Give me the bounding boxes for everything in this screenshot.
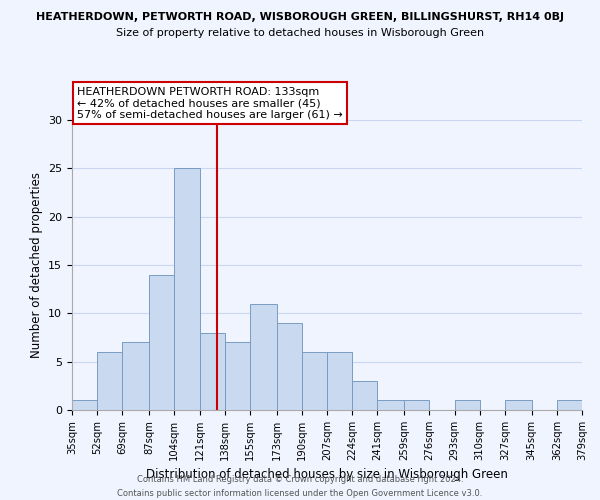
Bar bbox=[327, 352, 352, 410]
Bar bbox=[122, 342, 149, 410]
Bar bbox=[199, 332, 225, 410]
Bar bbox=[377, 400, 404, 410]
Bar bbox=[225, 342, 250, 410]
Bar bbox=[149, 274, 174, 410]
Bar bbox=[72, 400, 97, 410]
Text: Size of property relative to detached houses in Wisborough Green: Size of property relative to detached ho… bbox=[116, 28, 484, 38]
Text: HEATHERDOWN, PETWORTH ROAD, WISBOROUGH GREEN, BILLINGSHURST, RH14 0BJ: HEATHERDOWN, PETWORTH ROAD, WISBOROUGH G… bbox=[36, 12, 564, 22]
Bar bbox=[97, 352, 122, 410]
Text: Contains HM Land Registry data © Crown copyright and database right 2024.
Contai: Contains HM Land Registry data © Crown c… bbox=[118, 476, 482, 498]
Bar bbox=[352, 381, 377, 410]
Bar bbox=[250, 304, 277, 410]
X-axis label: Distribution of detached houses by size in Wisborough Green: Distribution of detached houses by size … bbox=[146, 468, 508, 481]
Text: HEATHERDOWN PETWORTH ROAD: 133sqm
← 42% of detached houses are smaller (45)
57% : HEATHERDOWN PETWORTH ROAD: 133sqm ← 42% … bbox=[77, 87, 343, 120]
Y-axis label: Number of detached properties: Number of detached properties bbox=[29, 172, 43, 358]
Bar bbox=[277, 323, 302, 410]
Bar bbox=[174, 168, 199, 410]
Bar bbox=[557, 400, 582, 410]
Bar bbox=[505, 400, 532, 410]
Bar bbox=[302, 352, 327, 410]
Bar bbox=[404, 400, 429, 410]
Bar bbox=[455, 400, 480, 410]
